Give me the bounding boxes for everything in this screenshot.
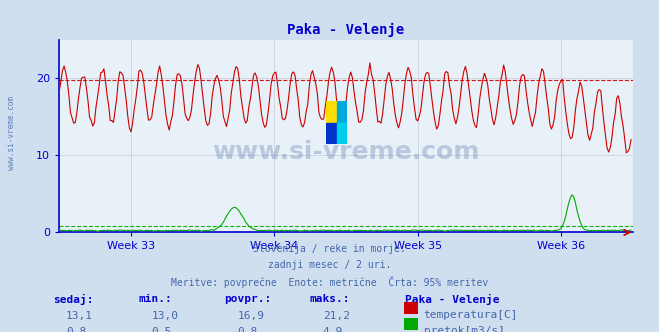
Text: 0,5: 0,5 [152, 327, 172, 332]
Text: 21,2: 21,2 [323, 311, 350, 321]
Text: zadnji mesec / 2 uri.: zadnji mesec / 2 uri. [268, 260, 391, 270]
Text: 13,0: 13,0 [152, 311, 179, 321]
Text: pretok[m3/s]: pretok[m3/s] [424, 326, 505, 332]
Title: Paka - Velenje: Paka - Velenje [287, 23, 405, 37]
Text: temperatura[C]: temperatura[C] [424, 310, 518, 320]
Text: maks.:: maks.: [310, 294, 350, 304]
Text: Slovenija / reke in morje.: Slovenija / reke in morje. [253, 244, 406, 254]
Text: povpr.:: povpr.: [224, 294, 272, 304]
Text: Meritve: povprečne  Enote: metrične  Črta: 95% meritev: Meritve: povprečne Enote: metrične Črta:… [171, 276, 488, 288]
Text: www.si-vreme.com: www.si-vreme.com [212, 139, 480, 164]
Text: www.si-vreme.com: www.si-vreme.com [7, 96, 16, 170]
Text: 16,9: 16,9 [237, 311, 264, 321]
Bar [326, 101, 337, 123]
Text: 4,9: 4,9 [323, 327, 343, 332]
Text: sedaj:: sedaj: [53, 294, 93, 305]
Bar [337, 123, 347, 144]
Bar [337, 101, 347, 123]
Bar [326, 123, 337, 144]
Text: 0,8: 0,8 [66, 327, 86, 332]
Text: 0,8: 0,8 [237, 327, 258, 332]
Text: Paka - Velenje: Paka - Velenje [405, 294, 500, 305]
Text: 13,1: 13,1 [66, 311, 93, 321]
Text: min.:: min.: [138, 294, 172, 304]
